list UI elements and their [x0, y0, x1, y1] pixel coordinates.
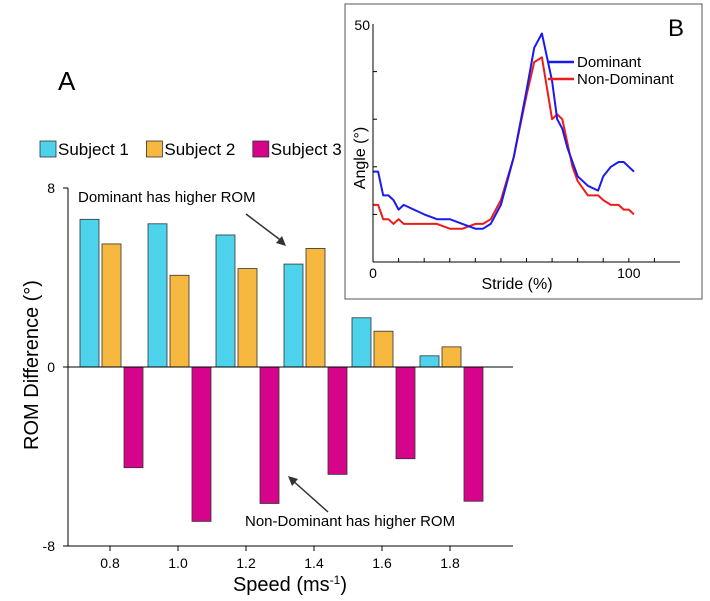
x-tick-label: 1.0: [168, 555, 188, 571]
panel-a-label: A: [58, 66, 76, 96]
bar-subject-2-0.8: [101, 243, 122, 368]
legend-swatch: [39, 140, 57, 158]
bar-subject-3-1.6: [395, 366, 416, 460]
panel-a-bars: [79, 218, 484, 522]
bar-subject-3-1.4: [327, 366, 348, 475]
panel-a-legend: Subject 1 Subject 2 Subject 3: [39, 140, 342, 159]
panel-b: B 0 100 50 Angle (°) Stride (%) DominantNo…: [344, 3, 703, 300]
panel-b-ticks: 0 100 50: [354, 17, 655, 281]
annotation-dominant: Dominant has higher ROM: [78, 189, 256, 206]
panel-b-y-axis-label: Angle (°): [352, 127, 369, 189]
bar-subject-1-0.8: [79, 218, 100, 368]
x-tick-label: 1.6: [372, 555, 392, 571]
panel-a-x-axis-label: Speed (ms-1): [233, 573, 347, 596]
x-tick-label: 0.8: [100, 555, 120, 571]
bar-subject-1-1.4: [283, 263, 304, 368]
legend-label: Subject 1: [58, 140, 129, 159]
annotation-dominant-arrowhead: [276, 236, 286, 246]
annotation-non-dominant-arrowhead: [288, 476, 298, 486]
x-tick-label: 1.8: [440, 555, 460, 571]
panel-b-label: B: [668, 15, 684, 42]
panel-a-y-axis-label: ROM Difference (°): [21, 280, 43, 450]
x-tick-label: 1.4: [304, 555, 324, 571]
bar-subject-2-1.6: [373, 330, 394, 368]
panel-b-frame: [344, 3, 703, 300]
b-x-tick-label: 100: [617, 265, 641, 281]
legend-swatch: [252, 140, 270, 158]
bar-subject-2-1.0: [169, 274, 190, 368]
panel-a-x-ticks: 0.8 1.0 1.2 1.4 1.6 1.8: [100, 546, 460, 571]
bar-subject-3-1.0: [191, 366, 212, 522]
b-y-tick-label: 50: [354, 17, 370, 33]
annotation-non-dominant-arrow: [290, 478, 329, 513]
b-x-tick-label: 0: [369, 265, 377, 281]
bar-subject-3-1.8: [463, 366, 484, 502]
bar-subject-2-1.2: [237, 268, 258, 368]
legend-swatch: [145, 140, 163, 158]
bar-subject-1-1.0: [147, 223, 168, 368]
x-axis-label-sup: -1: [330, 573, 341, 587]
bar-subject-2-1.4: [305, 248, 326, 368]
bar-subject-1-1.2: [215, 234, 236, 368]
bar-subject-1-1.6: [351, 317, 372, 368]
panel-b-lines: [373, 32, 635, 230]
bar-subject-3-0.8: [123, 366, 144, 469]
x-axis-label-main: Speed (ms: [233, 574, 330, 596]
legend-label: Subject 3: [271, 140, 342, 159]
y-tick-label: 8: [47, 180, 55, 196]
b-legend-label: Dominant: [577, 54, 642, 71]
y-tick-label: 0: [47, 359, 55, 375]
bar-subject-1-1.8: [419, 355, 440, 368]
bar-subject-3-1.2: [259, 366, 280, 504]
annotation-dominant-arrow: [245, 213, 284, 243]
bar-subject-2-1.8: [441, 346, 462, 368]
line-dominant: [373, 32, 635, 230]
x-axis-label-end: ): [340, 574, 347, 596]
b-legend-label: Non-Dominant: [577, 71, 675, 88]
panel-b-x-axis-label: Stride (%): [481, 276, 552, 293]
annotation-non-dominant: Non-Dominant has higher ROM: [245, 513, 455, 530]
panel-a: A Subject 1 Subject 2 Subject 3 8 0 -8 0.8 1.…: [21, 66, 513, 596]
legend-label: Subject 2: [164, 140, 235, 159]
panel-a-y-ticks: 8 0 -8: [43, 180, 68, 554]
y-tick-label: -8: [43, 538, 56, 554]
x-tick-label: 1.2: [236, 555, 256, 571]
